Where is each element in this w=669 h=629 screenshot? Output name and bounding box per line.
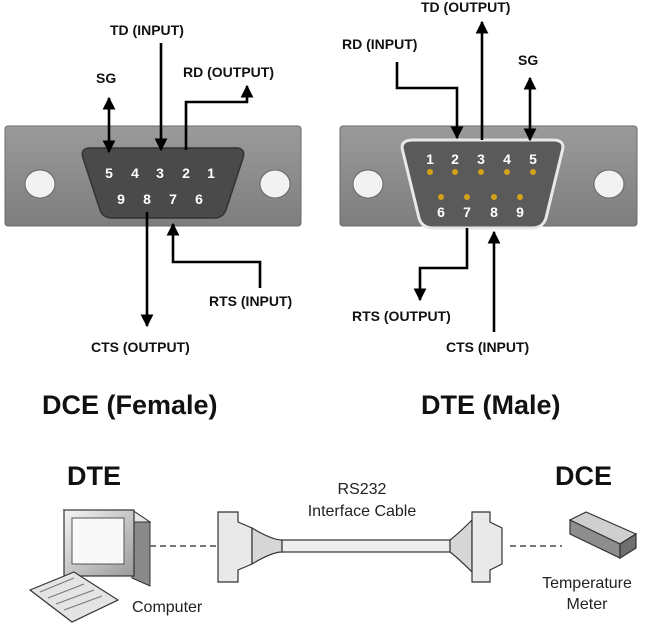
cable-plug-left (217, 511, 253, 583)
dte-pin-pads (427, 169, 536, 200)
dte-signal-wires (395, 20, 537, 332)
dte-pin-1: 1 (426, 151, 434, 167)
dte-pin-pad (464, 194, 470, 200)
dte-pin-pad (438, 194, 444, 200)
dte-sg-label: SG (518, 52, 538, 68)
keyboard-keys (39, 577, 103, 611)
dte-caption: DTE (Male) (421, 390, 561, 420)
dte-connector-face (400, 138, 565, 230)
dte-pin-pad (478, 169, 484, 175)
dce-screw-hole-right (259, 169, 291, 199)
dte-pin-pad (517, 194, 523, 200)
dce-cts-label: CTS (OUTPUT) (91, 339, 190, 355)
dte-pin-7: 7 (463, 204, 471, 220)
dce-pin-4: 4 (131, 165, 139, 181)
dte-pin-pad (491, 194, 497, 200)
bottom-dce-title: DCE (555, 461, 612, 491)
dce-rd-label: RD (OUTPUT) (183, 64, 274, 80)
dce-pin-6: 6 (195, 191, 203, 207)
dce-screw-hole-left (24, 169, 56, 199)
meter-label-line2: Meter (567, 596, 609, 613)
dte-rd-label: RD (INPUT) (342, 36, 417, 52)
dte-pin-8: 8 (490, 204, 498, 220)
dce-rts-label: RTS (INPUT) (209, 293, 292, 309)
cable-label-line2: Interface Cable (308, 503, 417, 520)
dce-pin-9: 9 (117, 191, 125, 207)
dte-pin-9: 9 (516, 204, 524, 220)
dce-pin-8: 8 (143, 191, 151, 207)
dte-pin-pad (504, 169, 510, 175)
rs232-cable-icon (217, 511, 503, 583)
temperature-meter-icon (568, 511, 638, 560)
dte-cts-label: CTS (INPUT) (446, 339, 529, 355)
dte-td-label: TD (OUTPUT) (421, 0, 510, 15)
dce-pin-7: 7 (169, 191, 177, 207)
cable-label-line1: RS232 (338, 481, 387, 498)
dte-screw-hole-left (352, 169, 384, 199)
dte-screw-hole-right (593, 169, 625, 199)
computer-icon (28, 509, 152, 623)
monitor-screen (71, 517, 125, 565)
dce-pin-5: 5 (105, 165, 113, 181)
dte-rts-label: RTS (OUTPUT) (352, 308, 451, 324)
dce-pin-3: 3 (156, 165, 164, 181)
dte-pin-pad (530, 169, 536, 175)
dce-caption: DCE (Female) (42, 390, 218, 420)
dte-connector: 1 2 3 4 5 6 7 8 9 (339, 125, 638, 230)
dte-pin-6: 6 (437, 204, 445, 220)
dte-pin-pad (452, 169, 458, 175)
dce-connector: 5 4 3 2 1 9 8 7 6 (4, 125, 302, 227)
dce-td-label: TD (INPUT) (110, 22, 184, 38)
cable-wire (281, 539, 451, 553)
dce-signal-wires (102, 43, 262, 328)
dte-pin-pad (427, 169, 433, 175)
dce-pin-1: 1 (207, 165, 215, 181)
dte-pin-2: 2 (451, 151, 459, 167)
meter-label-line1: Temperature (542, 575, 632, 592)
dce-sg-label: SG (96, 70, 116, 86)
computer-label: Computer (132, 599, 203, 616)
cable-hood-left (251, 526, 283, 566)
dce-pin-2: 2 (182, 165, 190, 181)
cable-plug-right (471, 511, 503, 583)
dce-rts-arrow (166, 222, 262, 288)
dce-rd-arrow (184, 84, 254, 150)
dte-rd-arrow (395, 62, 464, 140)
dte-rts-arrow (413, 228, 469, 302)
cable-hood-right (449, 518, 473, 574)
meter-side (619, 532, 637, 560)
dte-pin-4: 4 (503, 151, 511, 167)
dte-pin-5: 5 (529, 151, 537, 167)
dce-connector-face (81, 147, 245, 219)
bottom-dte-title: DTE (67, 461, 121, 491)
dte-pin-3: 3 (477, 151, 485, 167)
